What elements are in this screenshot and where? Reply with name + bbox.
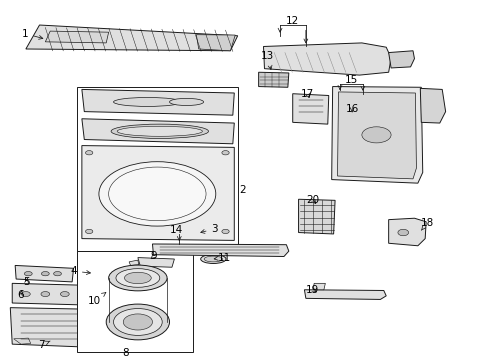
Text: 12: 12 <box>286 17 299 26</box>
Ellipse shape <box>116 269 160 287</box>
Ellipse shape <box>53 271 61 276</box>
Ellipse shape <box>222 229 229 234</box>
Ellipse shape <box>204 256 222 262</box>
Text: 2: 2 <box>239 185 246 195</box>
Text: 16: 16 <box>345 104 359 114</box>
Ellipse shape <box>42 271 49 276</box>
Polygon shape <box>138 257 174 267</box>
Polygon shape <box>293 94 329 124</box>
Text: 7: 7 <box>38 340 50 350</box>
Polygon shape <box>420 88 445 123</box>
Ellipse shape <box>99 162 216 226</box>
Ellipse shape <box>170 98 204 105</box>
Ellipse shape <box>24 271 32 276</box>
Text: 1: 1 <box>22 28 43 39</box>
Polygon shape <box>129 260 139 265</box>
Text: 14: 14 <box>170 225 183 235</box>
Polygon shape <box>332 86 423 183</box>
Text: 20: 20 <box>307 195 320 205</box>
Bar <box>77 86 238 251</box>
Polygon shape <box>152 244 289 256</box>
Ellipse shape <box>114 98 182 107</box>
Text: 6: 6 <box>18 290 24 300</box>
Text: 3: 3 <box>201 224 218 234</box>
Text: 9: 9 <box>150 252 157 261</box>
Polygon shape <box>82 145 234 240</box>
Ellipse shape <box>22 292 30 297</box>
Polygon shape <box>298 199 335 234</box>
Ellipse shape <box>114 309 162 336</box>
Text: 10: 10 <box>88 293 106 306</box>
Ellipse shape <box>362 127 391 143</box>
Ellipse shape <box>117 126 202 136</box>
Ellipse shape <box>201 255 226 264</box>
Ellipse shape <box>106 304 170 340</box>
Ellipse shape <box>124 272 151 284</box>
Ellipse shape <box>111 124 208 139</box>
Polygon shape <box>82 89 234 115</box>
Polygon shape <box>389 51 415 68</box>
Bar <box>77 251 193 352</box>
Polygon shape <box>304 290 386 300</box>
Text: 15: 15 <box>344 75 358 85</box>
Ellipse shape <box>109 167 206 221</box>
Text: 19: 19 <box>306 285 319 295</box>
Polygon shape <box>26 25 238 51</box>
Polygon shape <box>12 283 80 305</box>
Ellipse shape <box>60 292 69 297</box>
Ellipse shape <box>123 314 152 330</box>
Text: 8: 8 <box>122 348 129 358</box>
Polygon shape <box>389 218 426 246</box>
Polygon shape <box>313 283 325 290</box>
Polygon shape <box>14 338 31 344</box>
Text: 17: 17 <box>301 89 314 99</box>
Ellipse shape <box>86 229 93 234</box>
Text: 11: 11 <box>214 253 231 262</box>
Polygon shape <box>338 92 416 179</box>
Text: 5: 5 <box>24 276 30 287</box>
Text: 13: 13 <box>261 51 274 69</box>
Ellipse shape <box>398 229 409 236</box>
Text: 18: 18 <box>421 217 434 230</box>
Ellipse shape <box>222 150 229 155</box>
Polygon shape <box>46 31 109 43</box>
Polygon shape <box>264 43 391 75</box>
Polygon shape <box>196 35 235 51</box>
Polygon shape <box>259 72 289 87</box>
Polygon shape <box>82 119 234 144</box>
Polygon shape <box>10 308 87 347</box>
Ellipse shape <box>41 292 49 297</box>
Text: 4: 4 <box>70 266 91 276</box>
Ellipse shape <box>86 150 93 155</box>
Ellipse shape <box>109 265 167 291</box>
Polygon shape <box>15 265 74 282</box>
